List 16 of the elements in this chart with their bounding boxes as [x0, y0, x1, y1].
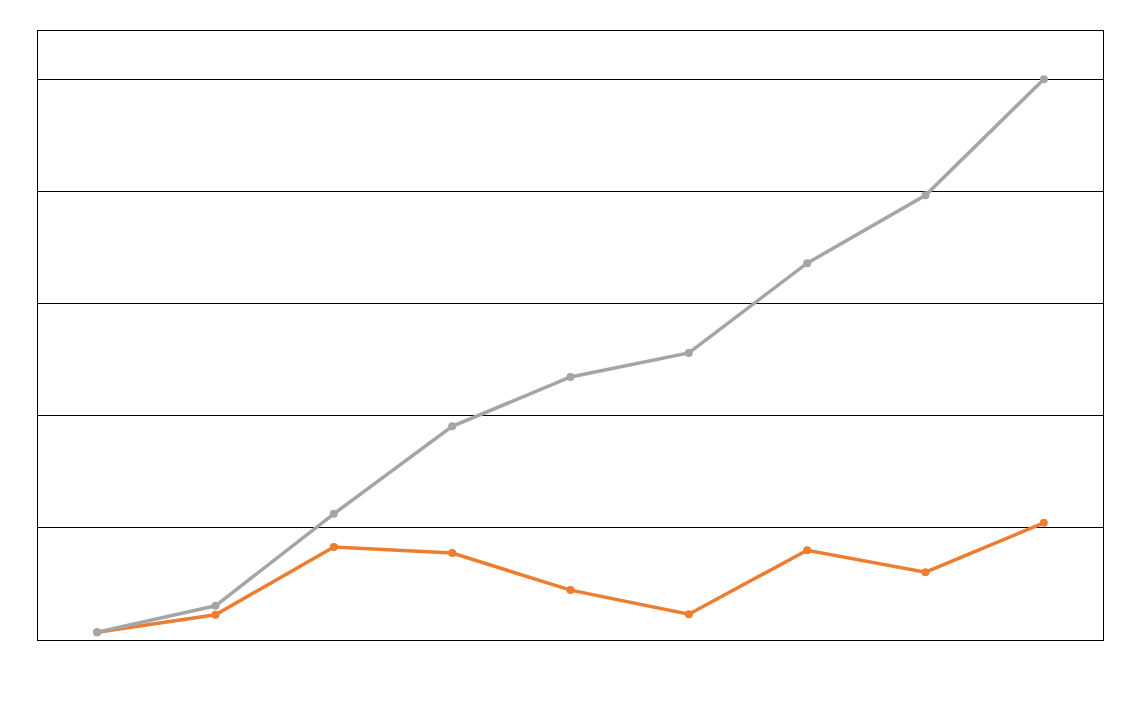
point	[211, 610, 220, 619]
point	[803, 259, 812, 268]
point	[329, 509, 338, 518]
point	[448, 549, 457, 558]
point	[921, 568, 930, 577]
point	[566, 373, 575, 381]
point	[921, 191, 930, 200]
point	[329, 542, 338, 551]
point	[1039, 518, 1048, 527]
point	[566, 586, 575, 595]
point	[803, 546, 812, 555]
point	[448, 422, 457, 431]
point	[211, 601, 220, 610]
point	[684, 348, 693, 357]
point	[684, 610, 693, 619]
point	[1039, 75, 1048, 84]
